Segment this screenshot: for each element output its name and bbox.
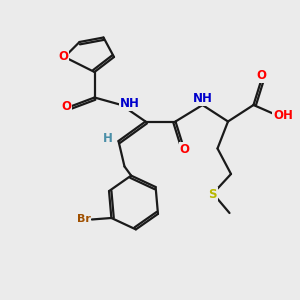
Text: O: O [179,142,190,156]
Text: NH: NH [120,97,140,110]
Text: H: H [103,132,113,145]
Text: O: O [256,69,267,82]
Text: S: S [208,188,217,201]
Text: O: O [272,110,283,123]
Text: NH: NH [193,92,212,106]
Text: O: O [61,100,71,113]
Text: O: O [58,50,68,64]
Text: Br: Br [76,214,90,224]
Text: OH: OH [273,109,293,122]
Text: H: H [281,109,291,122]
